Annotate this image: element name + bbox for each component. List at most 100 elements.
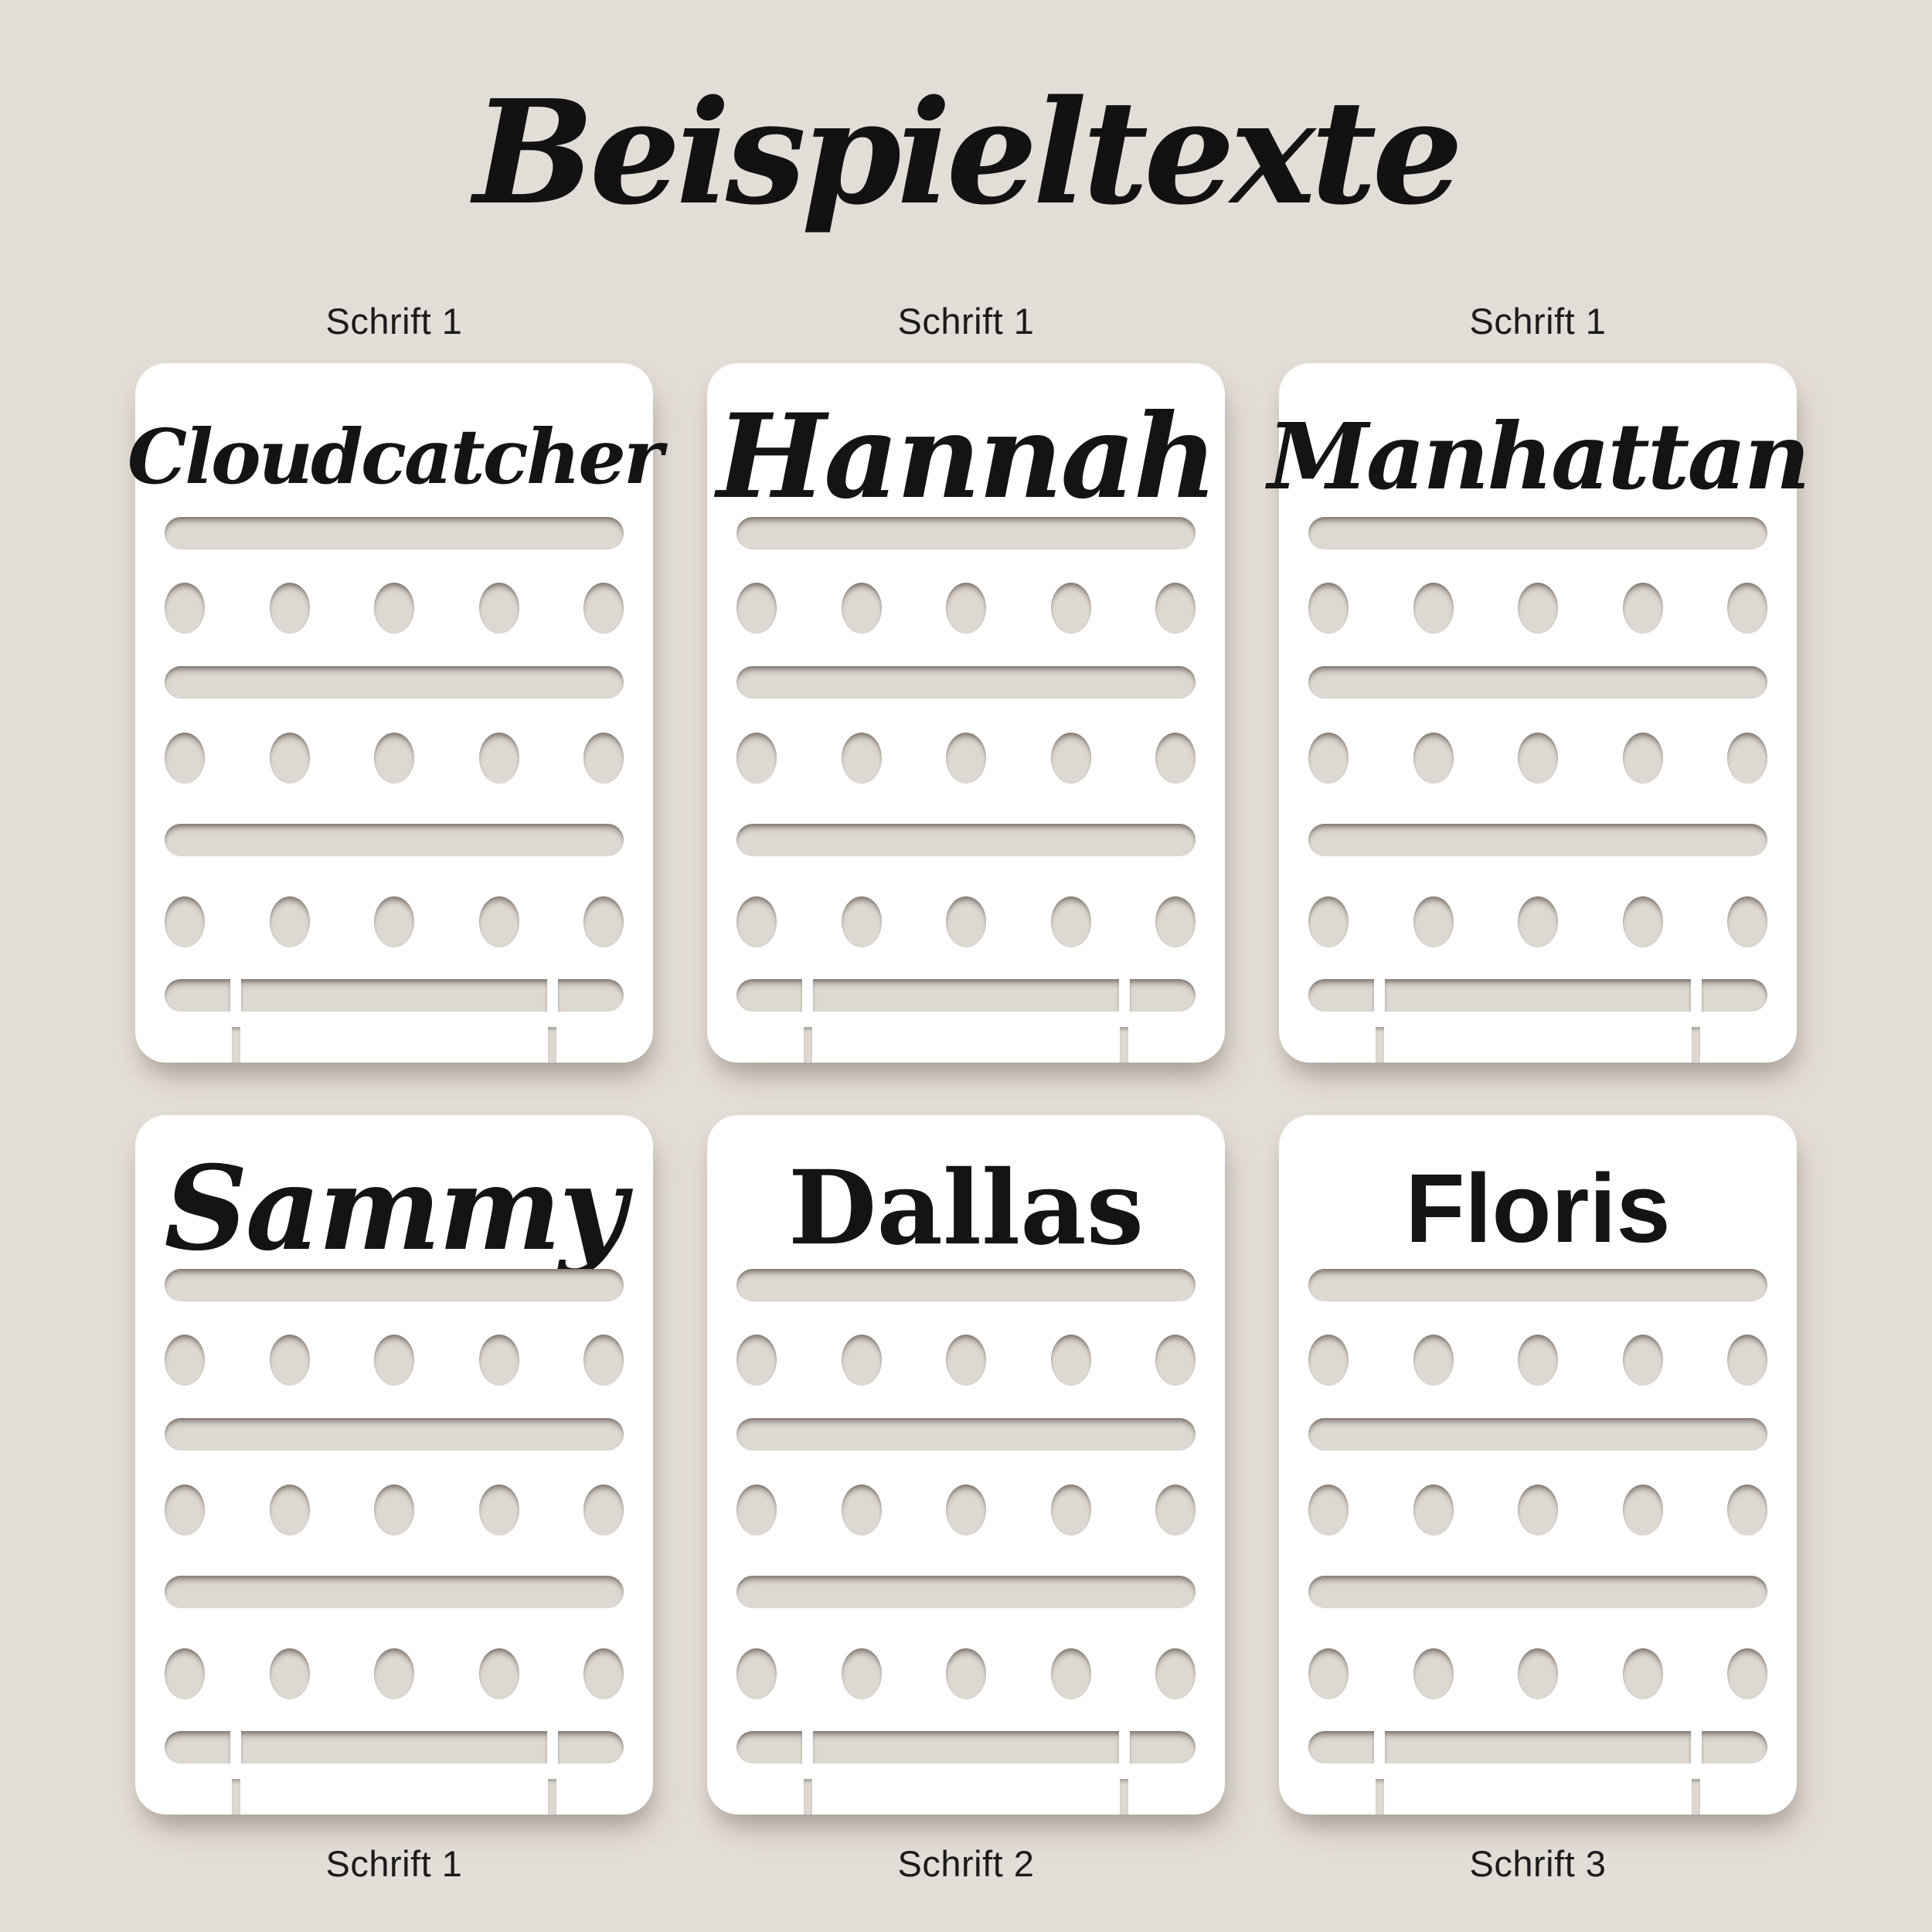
bottom-slot-segment — [1130, 1731, 1196, 1764]
stand-leg-slot — [232, 1779, 240, 1815]
earring-hole — [1727, 1335, 1767, 1386]
hole-row — [736, 896, 1196, 947]
earring-hole — [165, 896, 205, 947]
segmented-bottom-slot — [1308, 979, 1767, 1012]
earring-hole — [946, 1648, 986, 1699]
earring-hole — [1413, 1648, 1454, 1699]
hole-row — [165, 1485, 624, 1536]
earring-hole — [478, 896, 519, 947]
earring-hole — [269, 583, 310, 634]
earring-hole — [1727, 583, 1767, 634]
bottom-slot-segment — [736, 979, 802, 1012]
earring-hole — [736, 896, 777, 947]
hanger-slot-bar — [165, 517, 624, 549]
earring-hole — [478, 1335, 519, 1386]
hanger-slot-bar — [165, 666, 624, 699]
earring-hole — [583, 1485, 624, 1536]
earring-hole — [1050, 583, 1091, 634]
earring-hole — [946, 733, 986, 784]
hole-row — [1308, 896, 1767, 947]
example-cell: Schrift 1 Hannah — [707, 297, 1225, 1063]
earring-hole — [841, 1335, 882, 1386]
earring-hole — [583, 583, 624, 634]
hole-row — [165, 1335, 624, 1386]
stand-leg-slot — [232, 1027, 240, 1063]
earring-hole — [583, 733, 624, 784]
earring-hole — [1308, 1485, 1349, 1536]
bottom-slot-segment — [241, 1731, 547, 1764]
hole-row — [736, 733, 1196, 784]
earring-hole — [841, 583, 882, 634]
earring-hole — [1308, 1648, 1349, 1699]
hanger-slot-bar — [165, 824, 624, 856]
earring-hole — [165, 733, 205, 784]
hanger-slot-bar — [1308, 824, 1767, 856]
earring-hole — [1050, 1648, 1091, 1699]
earring-hole — [269, 1485, 310, 1536]
earring-hole — [1622, 1485, 1663, 1536]
bottom-slot-segment — [736, 1731, 802, 1764]
earring-hole — [1413, 1335, 1454, 1386]
hanger-slot-bar — [736, 1418, 1196, 1451]
segmented-bottom-slot — [1308, 1731, 1767, 1764]
hanger-slot-bar — [1308, 666, 1767, 699]
hole-row — [165, 583, 624, 634]
earring-hole — [1155, 733, 1196, 784]
hanger-slot-bar — [165, 1269, 624, 1301]
earring-hole — [1308, 1335, 1349, 1386]
stand-leg-slot — [1692, 1027, 1700, 1063]
hanger-slot-bar — [1308, 1576, 1767, 1608]
segmented-bottom-slot — [736, 979, 1196, 1012]
font-label: Schrift 2 — [897, 1843, 1035, 1884]
stand-leg-slot — [1120, 1779, 1128, 1815]
hole-row — [736, 1485, 1196, 1536]
earring-hole — [1050, 896, 1091, 947]
earring-hole — [374, 583, 414, 634]
stand-leg-slot — [1376, 1027, 1384, 1063]
earring-hole — [736, 733, 777, 784]
earring-hole — [1727, 896, 1767, 947]
earring-hole — [478, 1648, 519, 1699]
earring-hole — [269, 896, 310, 947]
earring-hole — [841, 733, 882, 784]
earring-hole — [1308, 733, 1349, 784]
earring-hole — [374, 1485, 414, 1536]
earring-hole — [1413, 896, 1454, 947]
earring-hole — [165, 1485, 205, 1536]
font-label: Schrift 1 — [325, 301, 463, 342]
earring-hole — [1155, 1335, 1196, 1386]
earring-hole — [1518, 1485, 1558, 1536]
earring-hole — [165, 1648, 205, 1699]
earring-hole — [841, 1485, 882, 1536]
earring-hole — [269, 733, 310, 784]
earring-hole — [1155, 1648, 1196, 1699]
earring-hole — [736, 1485, 777, 1536]
hole-row — [736, 1335, 1196, 1386]
earring-hole — [269, 1648, 310, 1699]
earring-hole — [374, 1648, 414, 1699]
hanger-slot-bar — [165, 1576, 624, 1608]
earring-hole — [1622, 896, 1663, 947]
sample-name: Sammy — [164, 1140, 626, 1277]
bottom-slot-segment — [1130, 979, 1196, 1012]
hole-row — [1308, 1485, 1767, 1536]
hanger-slot-bar — [736, 1269, 1196, 1301]
earring-hole — [165, 1335, 205, 1386]
earring-hole — [946, 1335, 986, 1386]
example-cell: Schrift 1 Manhattan — [1267, 297, 1811, 1063]
earring-hole — [841, 896, 882, 947]
hole-row — [1308, 1648, 1767, 1699]
earring-hole — [1050, 733, 1091, 784]
bottom-slot-segment — [165, 1731, 230, 1764]
hanger-slot-bar — [736, 824, 1196, 856]
page-title: Beispieltexte — [473, 68, 1464, 236]
sample-name: Manhattan — [1267, 403, 1810, 510]
earring-hole — [1155, 583, 1196, 634]
earring-hole — [736, 583, 777, 634]
earring-display-card: Floris — [1279, 1115, 1797, 1815]
earring-display-card: Manhattan — [1267, 363, 1811, 1063]
sample-name: Cloudcatcher — [127, 412, 663, 501]
stand-leg-slot — [804, 1779, 812, 1815]
earring-hole — [269, 1335, 310, 1386]
earring-hole — [1727, 733, 1767, 784]
